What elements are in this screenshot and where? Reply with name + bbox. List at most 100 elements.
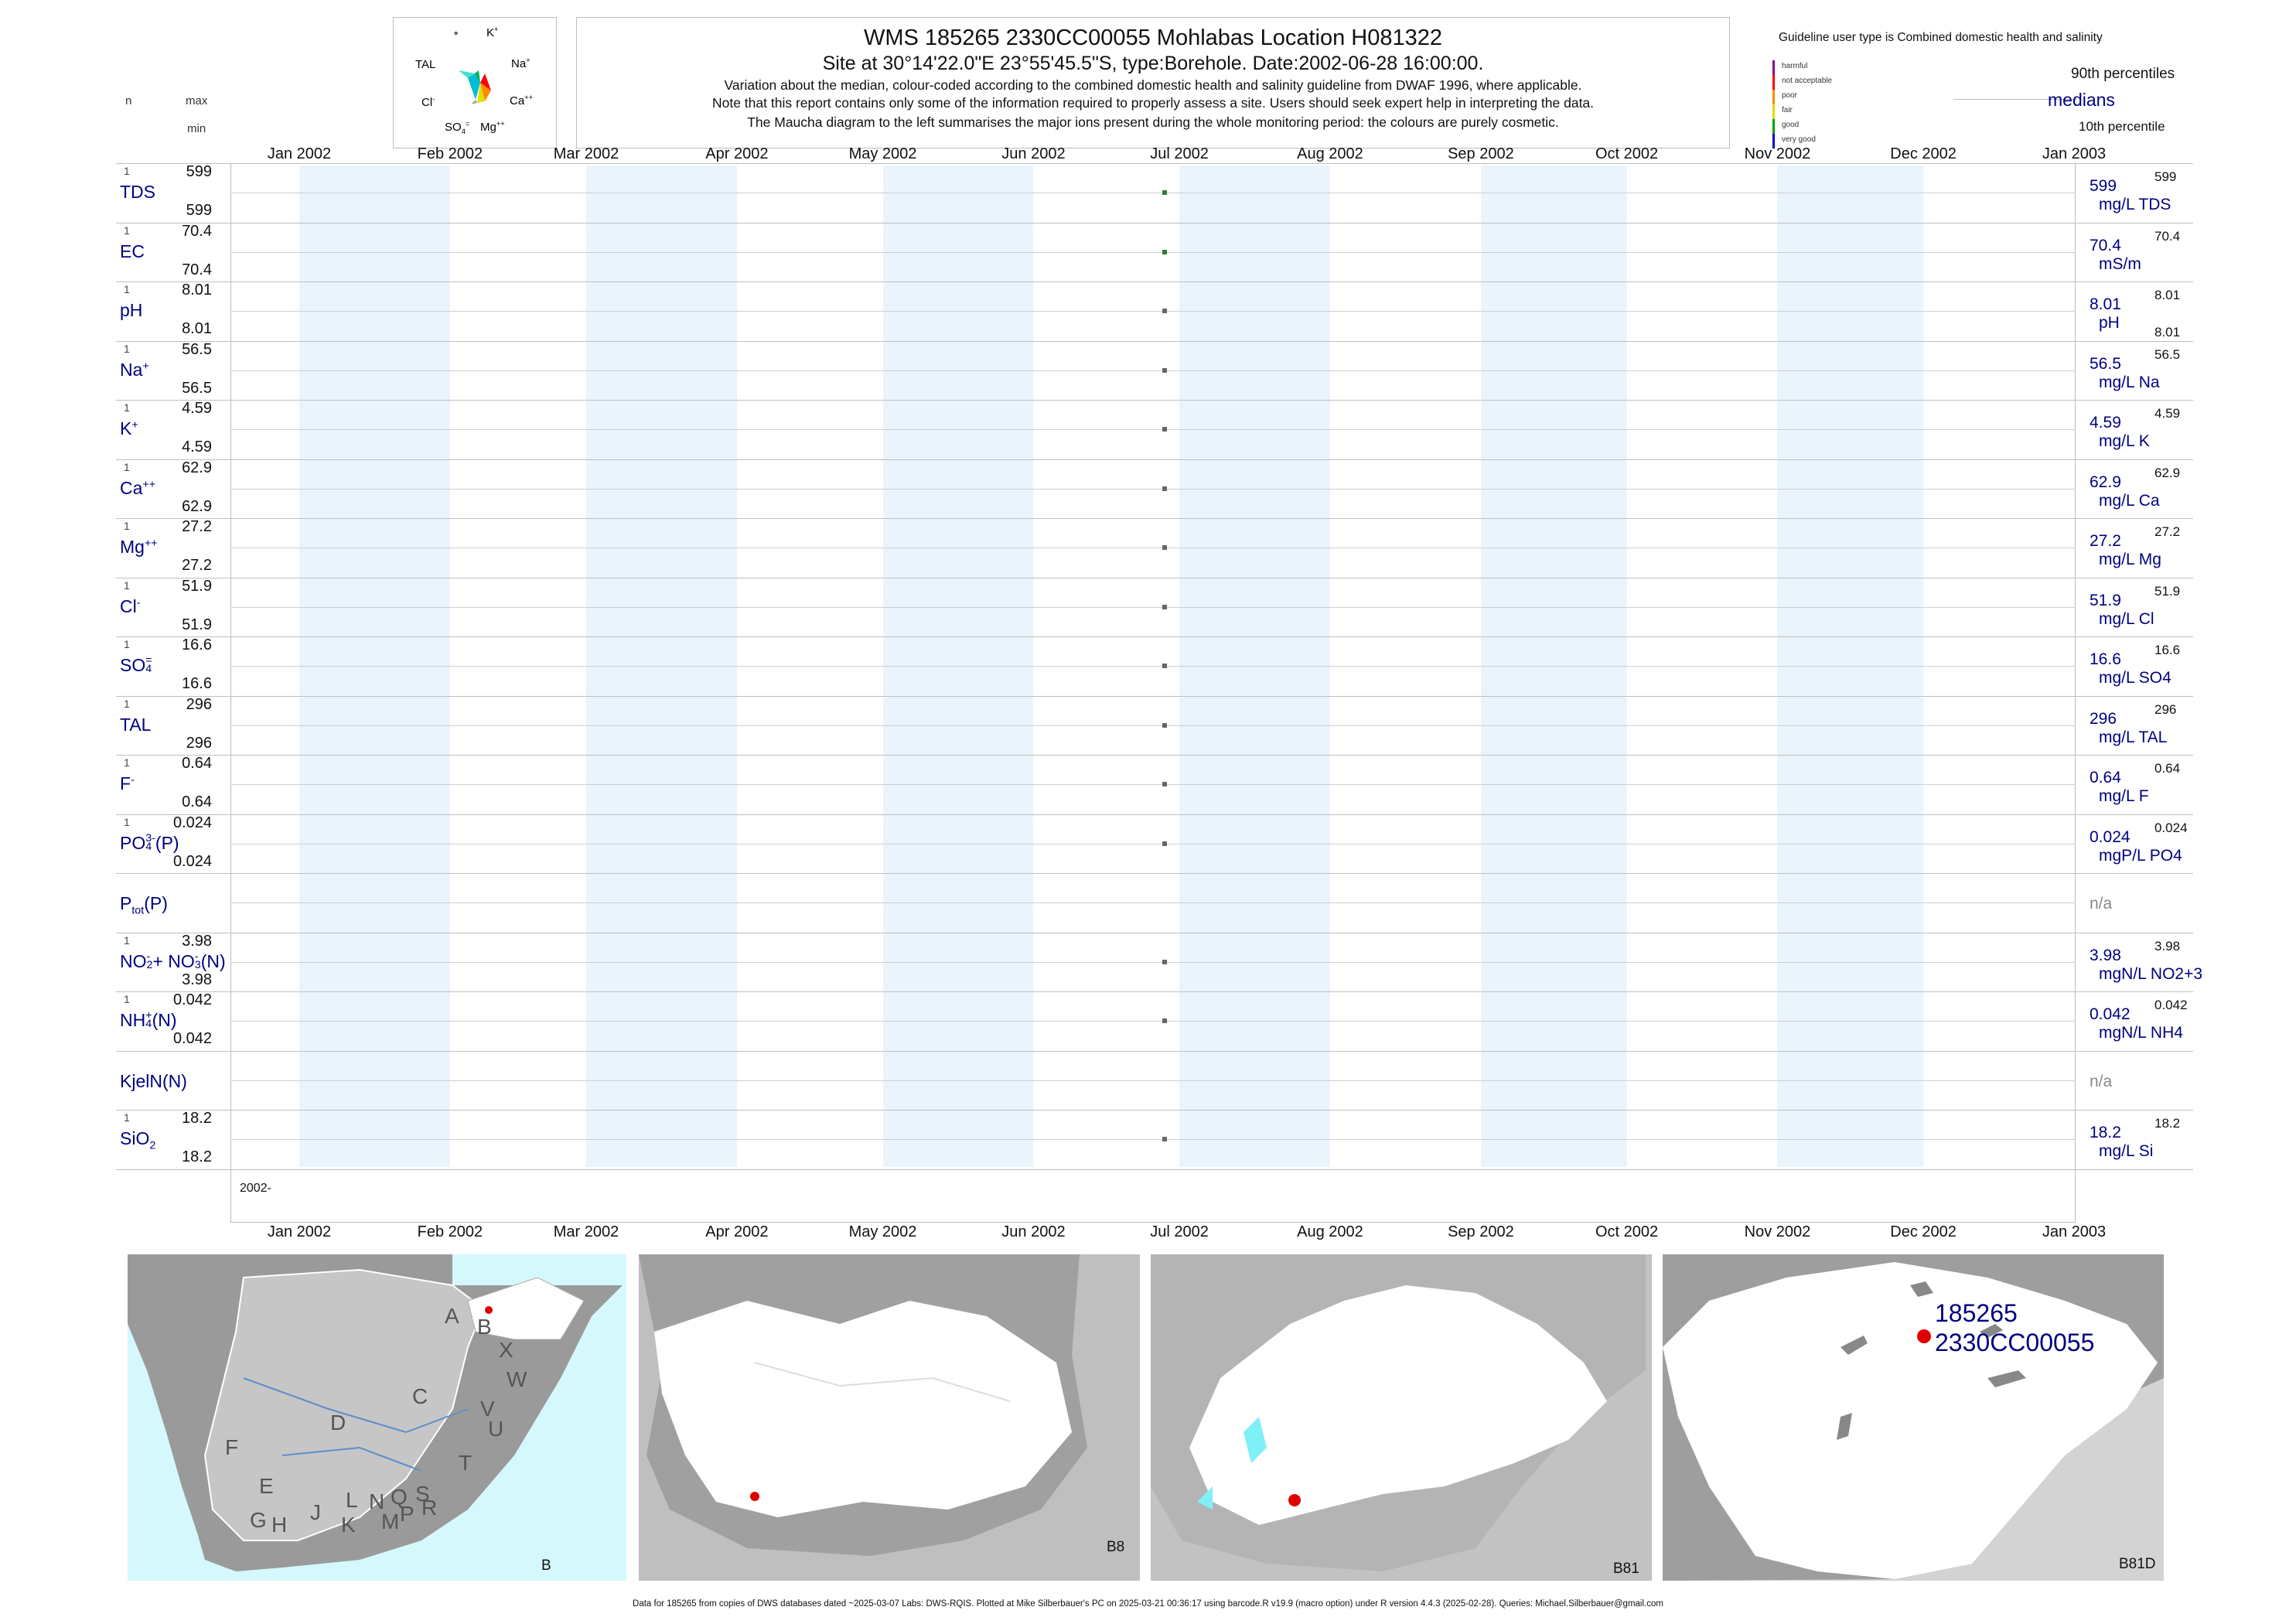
legend-class-label: very good — [1782, 135, 1816, 144]
legend-p10: 10th percentile — [2079, 119, 2165, 134]
param-label: PO 3- 4 (P) — [120, 831, 179, 853]
p90-value: 599 — [2154, 169, 2177, 184]
min-value: 4.59 — [182, 438, 212, 455]
legend-class-label: poor — [1782, 91, 1798, 100]
param-label: Cl- — [120, 595, 141, 616]
legend-medians: medians — [2048, 90, 2115, 110]
unit-label: mgP/L PO4 — [2099, 846, 2182, 865]
month-label-top: May 2002 — [848, 145, 917, 162]
data-point — [1162, 427, 1168, 432]
sample-count: 1 — [124, 401, 130, 414]
row-separator — [116, 400, 2193, 401]
row-separator — [116, 695, 2193, 697]
min-value: 18.2 — [182, 1148, 212, 1165]
p90-value: 62.9 — [2154, 465, 2181, 480]
maucha-label-na: Na+ — [511, 56, 531, 70]
map3-label: B81 — [1613, 1561, 1639, 1577]
p90-value: 296 — [2154, 701, 2177, 717]
map-region-label: F — [225, 1435, 239, 1459]
param-label: TDS — [120, 182, 155, 202]
median-value: 56.5 — [2090, 354, 2121, 373]
maucha-segment-k — [475, 70, 480, 83]
map1-label: B — [541, 1557, 551, 1574]
month-label-bottom: Feb 2002 — [417, 1223, 483, 1240]
sample-count: 1 — [124, 697, 130, 710]
maucha-label-star: * — [454, 29, 459, 41]
param-label: Na+ — [120, 359, 149, 380]
data-point — [1162, 959, 1168, 964]
param-label: Mg++ — [120, 537, 158, 557]
median-value: 599 — [2090, 177, 2117, 195]
min-value: 0.64 — [182, 793, 212, 810]
min-value: 0.024 — [172, 852, 212, 870]
row-separator — [116, 873, 2193, 874]
maucha-segment-ca — [480, 83, 491, 101]
p90-value: 70.4 — [2154, 228, 2181, 244]
unit-label: mg/L K — [2099, 432, 2150, 450]
data-point — [1162, 1137, 1168, 1142]
param-label: SO = 4 — [120, 654, 152, 676]
maucha-label-so4: SO4= — [445, 120, 470, 135]
data-point — [1162, 722, 1168, 728]
note-3: The Maucha diagram to the left summarise… — [747, 114, 1559, 130]
month-label-bottom: Oct 2002 — [1595, 1223, 1659, 1240]
row-median-line — [230, 902, 2076, 904]
max-value: 51.9 — [182, 577, 212, 595]
month-label-top: Mar 2002 — [553, 145, 619, 162]
row-separator — [116, 1050, 2193, 1052]
month-label-top: Jun 2002 — [1001, 145, 1066, 162]
data-point — [1162, 1018, 1168, 1024]
max-value: 70.4 — [182, 222, 212, 240]
sample-count: 1 — [124, 223, 130, 237]
month-label-bottom: Nov 2002 — [1744, 1223, 1811, 1240]
min-value: 56.5 — [182, 379, 212, 397]
unit-label: mg/L Na — [2099, 373, 2160, 391]
legend-swatch-2 — [1772, 90, 1775, 104]
month-label-top: Feb 2002 — [417, 145, 483, 162]
map-b81d: 185265 2330CC00055 B81D — [1663, 1254, 2164, 1581]
legend-median-line — [1953, 99, 2077, 100]
legend-class-label: not acceptable — [1782, 77, 1833, 85]
data-point — [1162, 249, 1168, 254]
month-label-bottom: Jun 2002 — [1001, 1223, 1066, 1240]
min-value: 599 — [186, 202, 212, 219]
max-value: 0.64 — [182, 755, 212, 772]
unit-label: mg/L Cl — [2099, 609, 2154, 628]
row-median-line — [230, 1080, 2076, 1081]
p90-value: 16.6 — [2154, 643, 2181, 657]
maucha-segment-so4 — [471, 100, 477, 104]
unit-label: mg/L Mg — [2099, 551, 2161, 568]
map-region-label: E — [259, 1474, 274, 1498]
p90-value: 8.01 — [2154, 288, 2181, 302]
legend: Guideline user type is Combined domestic… — [1763, 23, 2196, 148]
max-value: 0.042 — [172, 991, 212, 1008]
maucha-label-mg: Mg++ — [480, 120, 505, 134]
month-label-bottom: Jan 2002 — [267, 1223, 332, 1240]
map4-label: B81D — [2119, 1556, 2156, 1572]
row-median-line — [230, 606, 2076, 608]
legend-swatch-1 — [1772, 75, 1775, 90]
month-label-top: Apr 2002 — [705, 145, 769, 162]
data-point — [1162, 190, 1168, 196]
map-b81d-svg — [1663, 1254, 2164, 1581]
p90-value: 4.59 — [2154, 406, 2181, 421]
plot-frame-bottom — [230, 1222, 2076, 1223]
row-median-line — [230, 429, 2076, 431]
row-median-line — [230, 666, 2076, 667]
year-label: 2002- — [240, 1182, 271, 1195]
max-value: 296 — [186, 695, 212, 713]
map-region-label: A — [445, 1304, 459, 1328]
row-separator — [116, 755, 2193, 756]
map-region-label: H — [271, 1513, 288, 1537]
row-median-line — [230, 370, 2076, 371]
row-median-line — [230, 311, 2076, 312]
median-value: 8.01 — [2090, 295, 2121, 313]
sample-count: 1 — [124, 578, 130, 592]
data-point — [1162, 604, 1168, 609]
map-region-label: K — [341, 1513, 356, 1537]
maucha-label-ca: Ca++ — [510, 94, 534, 107]
min-value: 296 — [186, 734, 212, 752]
p90-value: 27.2 — [2154, 524, 2181, 539]
month-label-top: Dec 2002 — [1890, 145, 1957, 162]
